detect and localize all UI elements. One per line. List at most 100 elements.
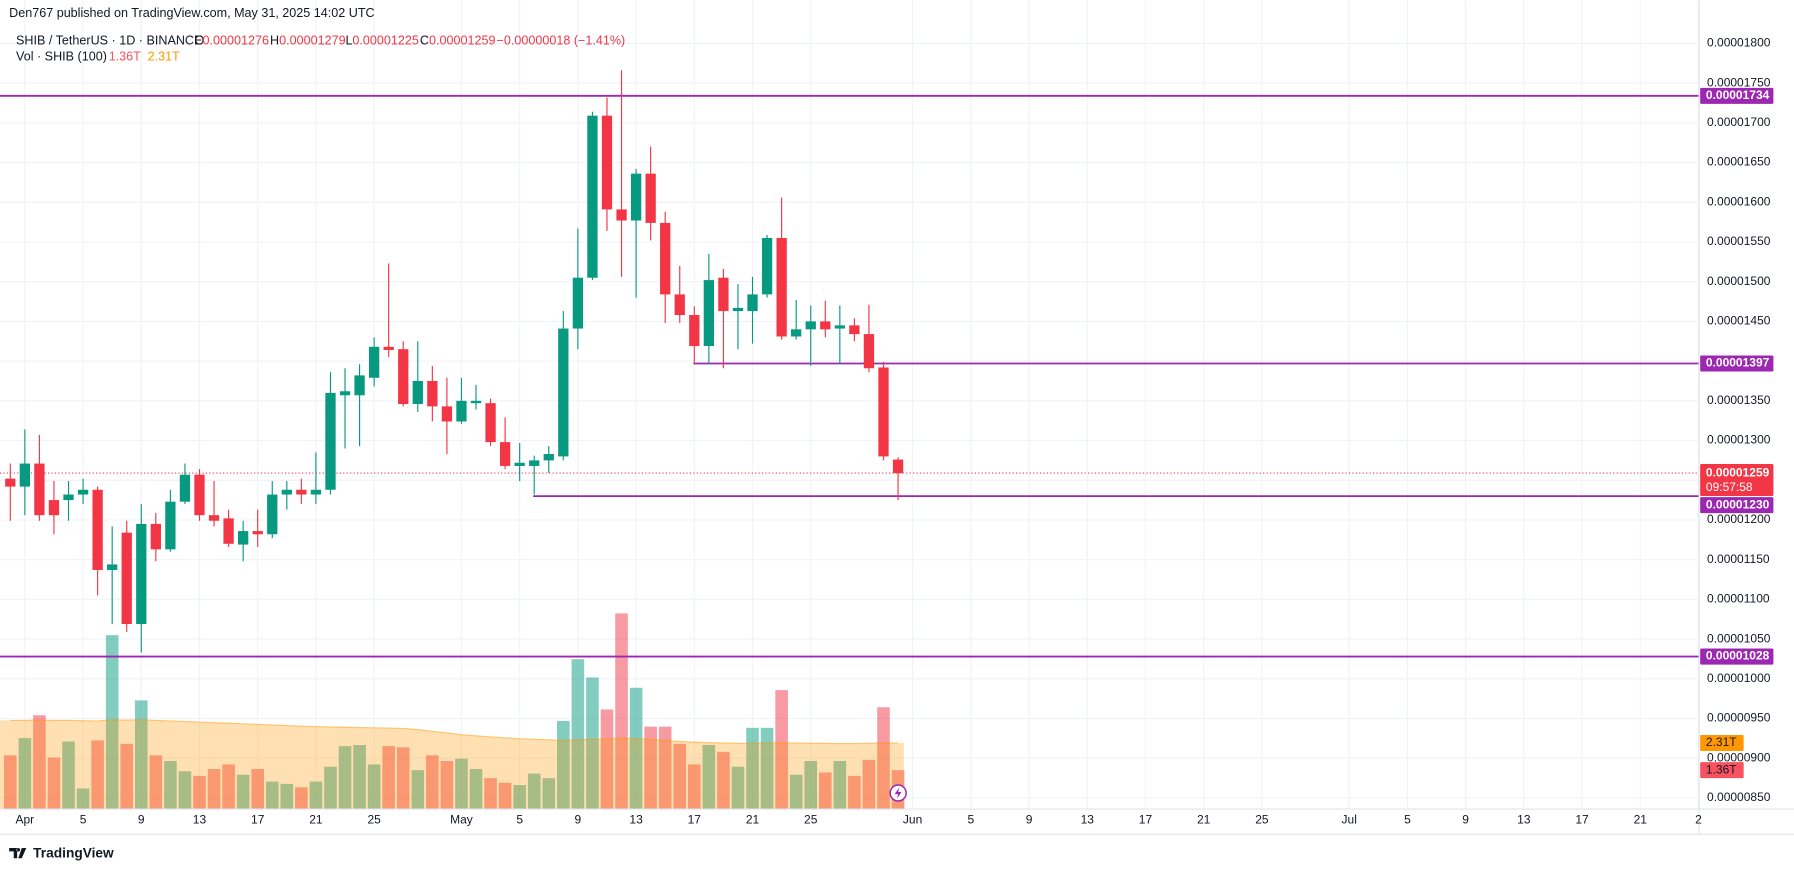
candle-body (805, 321, 816, 330)
volume-ma-line (10, 719, 899, 745)
ohlc-key: L (346, 34, 353, 48)
x-tick-label: 21 (309, 813, 323, 827)
y-tick-label: 0.00000950 (1707, 711, 1771, 725)
y-tick-label: 0.00001150 (1707, 552, 1770, 566)
countdown: 09:57:58 (1706, 480, 1753, 494)
candle-body (761, 237, 773, 295)
volume-bar (280, 783, 294, 810)
volume-bar (149, 755, 163, 810)
x-tick-label: 5 (1404, 813, 1411, 827)
volume-bar (62, 741, 75, 810)
volume-bar (789, 774, 803, 810)
volume-bar (833, 761, 847, 810)
price-layer (0, 70, 1700, 658)
ohlc-value: 0.00001259 (429, 34, 495, 48)
y-tick-label: 0.00001650 (1707, 155, 1771, 169)
x-tick-label: 5 (967, 813, 974, 827)
candle-body (616, 209, 627, 221)
y-tick-label: 0.00001500 (1707, 274, 1771, 288)
volume-bar (513, 785, 526, 810)
x-tick-label: 17 (688, 813, 702, 827)
candle-body (223, 518, 234, 544)
y-tick-label: 0.00001750 (1707, 75, 1771, 89)
ohlc-key: H (270, 34, 279, 48)
volume-bar (615, 613, 628, 810)
x-tick-label: 13 (629, 813, 643, 827)
level-label: 0.00001734 (1706, 88, 1770, 102)
x-tick-label: 21 (1197, 813, 1211, 827)
candle-body (514, 462, 525, 466)
candle-body (77, 489, 89, 495)
volume-bar (265, 781, 279, 810)
volume-bar (367, 764, 381, 810)
candle-body (878, 367, 889, 457)
ohlc-value: 0.00001279 (279, 34, 345, 48)
y-tick-label: 0.00001450 (1707, 314, 1771, 328)
level-label: 0.00001230 (1706, 497, 1770, 511)
y-tick-label: 0.00001350 (1707, 393, 1771, 407)
candle-body (107, 564, 118, 570)
candle-body (470, 400, 482, 404)
candle-body (19, 463, 30, 487)
volume-bar (134, 700, 148, 810)
volume-bar (353, 744, 366, 810)
ohlc-key: O (195, 34, 205, 48)
candle-body (485, 403, 496, 443)
level-badge (1700, 87, 1774, 104)
volume-ma-legend-value: 2.31T (148, 50, 180, 64)
candle-body (645, 173, 656, 223)
y-tick-label: 0.00001200 (1707, 512, 1771, 526)
candle-body (703, 280, 715, 347)
candle-body (791, 329, 802, 337)
volume-bar (207, 769, 221, 810)
candle-body (165, 501, 176, 550)
y-tick-label: 0.00001000 (1707, 671, 1771, 685)
volume-bar (295, 787, 308, 810)
brand: TradingView (33, 845, 114, 860)
footer: TradingView (9, 845, 114, 860)
volume-bar (571, 659, 585, 810)
candle-body (718, 277, 729, 312)
y-tick-label: 0.00001700 (1707, 115, 1771, 129)
volume-bar (91, 740, 104, 810)
candle-body (238, 531, 249, 545)
x-tick-label: 13 (1517, 813, 1531, 827)
volume-bar (731, 766, 745, 810)
candle-body (849, 325, 860, 335)
candle-body (732, 307, 744, 312)
volume-bar (309, 781, 323, 810)
x-tick-label: 25 (804, 813, 818, 827)
candle-body (427, 380, 438, 407)
candle-body (310, 489, 322, 495)
volume-bar (848, 775, 861, 810)
logo (9, 847, 27, 859)
candle-body (339, 391, 351, 396)
x-tick-label: 13 (1081, 813, 1095, 827)
x-tick-label: Apr (16, 813, 35, 827)
volume-ma-label: 2.31T (1706, 735, 1737, 749)
candle-body (630, 173, 642, 221)
last-price-badge (1700, 463, 1774, 496)
candle-body (543, 454, 554, 461)
candle-body (368, 346, 380, 378)
candle-body (587, 115, 598, 278)
candle-body (121, 532, 132, 625)
x-tick-label: 13 (193, 813, 207, 827)
ohlc-value: 0.00001225 (352, 34, 418, 48)
x-tick-label: May (450, 813, 473, 827)
candle-body (208, 515, 220, 521)
y-tick-label: 0.00000900 (1707, 750, 1771, 764)
volume-ma-fill (0, 719, 904, 810)
candle-body (48, 500, 60, 516)
volume-bar (877, 707, 890, 810)
volume-bar (47, 757, 61, 810)
x-tick-label: 17 (1575, 813, 1589, 827)
candle-body (194, 474, 205, 516)
volume-bar (120, 743, 134, 810)
candle-body (660, 222, 671, 295)
y-tick-label: 0.00000850 (1707, 790, 1771, 804)
grid-layer (0, 0, 1700, 810)
volume-badge (1700, 762, 1744, 779)
